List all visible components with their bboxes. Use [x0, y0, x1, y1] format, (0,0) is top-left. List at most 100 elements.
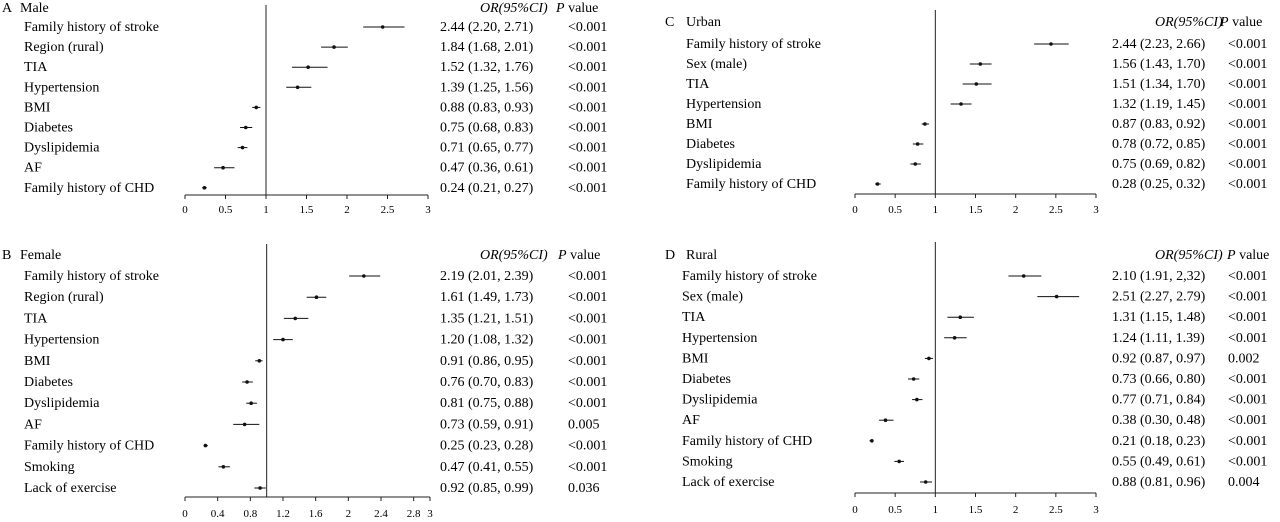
panel-b-tick-label: 3: [427, 508, 433, 520]
panel-d-row-label: BMI: [682, 351, 709, 366]
panel-c-or-point: [923, 122, 927, 126]
panel-b-row-label: Lack of exercise: [24, 481, 117, 496]
panel-c-p-value: <0.001: [1228, 97, 1267, 112]
panel-b-or-point: [245, 380, 249, 384]
panel-d-or-point: [927, 356, 931, 361]
panel-b-or-value: 2.19 (2.01, 2.39): [440, 269, 534, 284]
panel-b-p-value: <0.001: [568, 375, 607, 390]
panel-d-or-value: 0.38 (0.30, 0.48): [1112, 413, 1206, 428]
panel-b-row-label: Smoking: [24, 460, 75, 475]
panel-a-row-label: Dyslipidemia: [24, 141, 100, 156]
panel-b-or-point: [203, 443, 208, 448]
panel-d-or-point: [1021, 274, 1026, 278]
panel-a-row-label: Hypertension: [24, 80, 99, 95]
panel-a-or-point: [202, 186, 207, 190]
panel-b-or-value: 0.25 (0.23, 0.28): [440, 439, 534, 454]
panel-c-or-value: 2.44 (2.23, 2.66): [1112, 37, 1206, 52]
panel-b-or-point: [242, 422, 247, 427]
panel-b-letter: B: [2, 248, 11, 263]
panel-d-or-point: [958, 315, 963, 320]
panel-d-or-value: 0.73 (0.66, 0.80): [1112, 372, 1206, 387]
panel-a-p-value: <0.001: [568, 181, 607, 196]
panel-d-or-value: 0.55 (0.49, 0.61): [1112, 454, 1206, 469]
panel-d-or-value: 2.10 (1.91, 2,32): [1112, 269, 1206, 284]
panel-d-tick-label: 2: [1013, 504, 1019, 516]
panel-d-p-value: <0.001: [1228, 310, 1267, 325]
panel-b-or-value: 1.35 (1.21, 1.51): [440, 311, 534, 326]
panel-c-p-value: <0.001: [1228, 177, 1267, 192]
panel-d-row-label: Dyslipidemia: [682, 393, 758, 408]
panel-a-tick-label: 0: [182, 204, 188, 216]
panel-a-row-label: Region (rural): [24, 40, 104, 55]
panel-a-tick-label: 1.5: [300, 204, 314, 216]
panel-b-p-value: <0.001: [568, 460, 607, 475]
panel-b-p-value: <0.001: [568, 269, 607, 284]
panel-b-row-label: Region (rural): [24, 290, 104, 305]
panel-a-or-point: [243, 125, 248, 130]
panel-a-p-value: <0.001: [568, 20, 607, 35]
panel-d-row-label: AF: [682, 413, 700, 428]
panel-a-or-point: [254, 105, 259, 110]
panel-b-or-point: [314, 295, 319, 300]
panel-a-or-point: [240, 145, 245, 150]
panel-b-row-label: BMI: [24, 354, 51, 369]
panel-b-row-label: Family history of CHD: [24, 439, 154, 454]
panel-d-or-point: [911, 377, 916, 381]
panel-c-p-value: <0.001: [1228, 137, 1267, 152]
panel-d-p-header: P value: [1226, 248, 1269, 263]
panel-d-row-label: Sex (male): [682, 290, 743, 305]
panel-d-p-value: <0.001: [1228, 393, 1267, 408]
panel-b-or-value: 0.92 (0.85, 0.99): [440, 481, 534, 496]
panel-d-letter: D: [665, 248, 675, 263]
panel-b-or-point: [362, 274, 366, 278]
panel-a-or-value: 1.52 (1.32, 1.76): [440, 60, 534, 75]
panel-d-tick-label: 1: [933, 504, 939, 516]
panel-a-or-value: 0.75 (0.68, 0.83): [440, 121, 534, 136]
panel-c-row-label: BMI: [686, 117, 713, 132]
panel-a-or-value: 1.84 (1.68, 2.01): [440, 40, 534, 55]
panel-a-p-value: <0.001: [568, 60, 607, 75]
panel-b-tick-label: 0.8: [243, 508, 257, 520]
panel-c-row-label: Sex (male): [686, 57, 747, 72]
panel-b-row-label: Diabetes: [24, 375, 73, 390]
panel-b-or-header: OR(95%CI): [480, 248, 548, 263]
panel-a-tick-label: 1: [263, 204, 269, 216]
panel-a-p-value: <0.001: [568, 40, 607, 55]
panel-c-tick-label: 2.5: [1049, 204, 1063, 216]
panel-d-or-point: [883, 418, 888, 423]
panel-c-letter: C: [665, 15, 674, 30]
panel-d-p-value: <0.001: [1228, 331, 1267, 346]
panel-d-tick-label: 1.5: [969, 504, 983, 516]
panel-b-row-label: Dyslipidemia: [24, 396, 100, 411]
panel-d-row-label: TIA: [682, 310, 706, 325]
panel-d-or-value: 0.88 (0.81, 0.96): [1112, 475, 1206, 490]
panel-b-p-value: <0.001: [568, 354, 607, 369]
panel-a-tick-label: 2: [344, 204, 350, 216]
panel-c-or-value: 0.28 (0.25, 0.32): [1112, 177, 1206, 192]
panel-a-p-value: <0.001: [568, 100, 607, 115]
panel-d-p-value: <0.001: [1228, 372, 1267, 387]
panel-d-p-value: <0.001: [1228, 413, 1267, 428]
panel-b-p-value: <0.001: [568, 333, 607, 348]
panel-d-tick-label: 3: [1093, 504, 1099, 516]
panel-d-p-value: <0.001: [1228, 434, 1267, 449]
panel-d-or-point: [1054, 294, 1059, 299]
panel-a-row-label: AF: [24, 161, 42, 176]
panel-a-row-label: TIA: [24, 60, 48, 75]
panel-c-or-value: 1.32 (1.19, 1.45): [1112, 97, 1206, 112]
panel-c-or-value: 1.56 (1.43, 1.70): [1112, 57, 1206, 72]
panel-d-row-label: Family history of stroke: [682, 269, 817, 284]
panel-d-row-label: Family history of CHD: [682, 434, 812, 449]
panel-d-p-value: <0.001: [1228, 454, 1267, 469]
panel-a-or-value: 0.24 (0.21, 0.27): [440, 181, 534, 196]
panel-b-or-value: 0.47 (0.41, 0.55): [440, 460, 534, 475]
panel-a-tick-label: 2.5: [381, 204, 395, 216]
panel-d-or-value: 2.51 (2.27, 2.79): [1112, 290, 1206, 305]
panel-a-or-point: [221, 165, 225, 170]
panel-b-or-value: 0.76 (0.70, 0.83): [440, 375, 534, 390]
panel-d-p-value: 0.004: [1228, 475, 1260, 490]
panel-c-tick-label: 1.5: [969, 204, 983, 216]
panel-b-p-header: P value: [557, 248, 600, 263]
panel-a-p-header: P value: [555, 1, 598, 16]
